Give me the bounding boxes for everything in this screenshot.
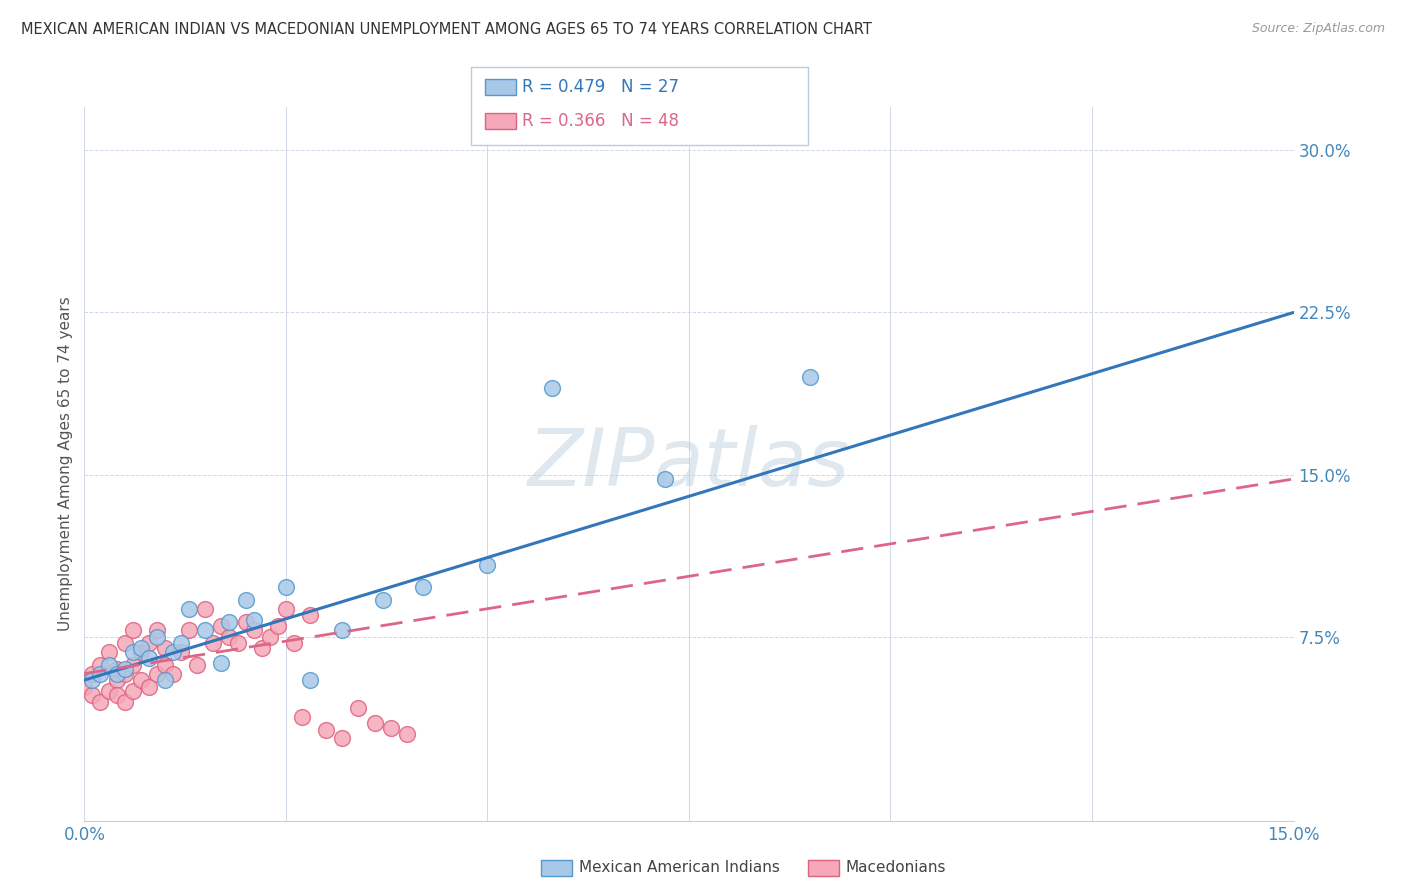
Point	[242, 613, 264, 627]
Text: Source: ZipAtlas.com: Source: ZipAtlas.com	[1251, 22, 1385, 36]
Point	[654, 472, 676, 486]
Point	[114, 636, 136, 650]
Text: MEXICAN AMERICAN INDIAN VS MACEDONIAN UNEMPLOYMENT AMONG AGES 65 TO 74 YEARS COR: MEXICAN AMERICAN INDIAN VS MACEDONIAN UN…	[21, 22, 872, 37]
Point	[274, 601, 297, 615]
Point	[105, 688, 128, 702]
Text: Mexican American Indians: Mexican American Indians	[579, 861, 780, 875]
Point	[146, 630, 169, 644]
Point	[330, 624, 353, 638]
Point	[89, 657, 111, 672]
Point	[259, 630, 281, 644]
Text: R = 0.366   N = 48: R = 0.366 N = 48	[522, 112, 679, 130]
Point	[89, 666, 111, 681]
Point	[242, 624, 264, 638]
Point	[121, 684, 143, 698]
Text: ZIPatlas: ZIPatlas	[527, 425, 851, 503]
Point	[82, 666, 104, 681]
Point	[121, 645, 143, 659]
Point	[299, 608, 322, 623]
Point	[179, 624, 201, 638]
Point	[347, 701, 370, 715]
Point	[129, 645, 152, 659]
Point	[363, 716, 385, 731]
Point	[541, 381, 564, 395]
Point	[283, 636, 305, 650]
Point	[97, 684, 120, 698]
Text: Macedonians: Macedonians	[845, 861, 945, 875]
Point	[153, 657, 176, 672]
Point	[226, 636, 249, 650]
Point	[330, 731, 353, 746]
Point	[412, 580, 434, 594]
Point	[477, 558, 499, 573]
Point	[97, 657, 120, 672]
Point	[186, 657, 208, 672]
Point	[73, 680, 96, 694]
Point	[138, 680, 160, 694]
Point	[162, 645, 184, 659]
Point	[82, 688, 104, 702]
Point	[291, 710, 314, 724]
Point	[250, 640, 273, 655]
Point	[274, 580, 297, 594]
Point	[799, 370, 821, 384]
Point	[380, 721, 402, 735]
Point	[105, 662, 128, 676]
Point	[209, 619, 232, 633]
Point	[395, 727, 418, 741]
Point	[114, 695, 136, 709]
Point	[371, 593, 394, 607]
Point	[299, 673, 322, 687]
Point	[153, 640, 176, 655]
Point	[194, 624, 217, 638]
Point	[153, 673, 176, 687]
Point	[179, 601, 201, 615]
Point	[267, 619, 290, 633]
Point	[121, 657, 143, 672]
Point	[235, 593, 257, 607]
Point	[89, 695, 111, 709]
Point	[202, 636, 225, 650]
Y-axis label: Unemployment Among Ages 65 to 74 years: Unemployment Among Ages 65 to 74 years	[58, 296, 73, 632]
Point	[162, 666, 184, 681]
Point	[129, 640, 152, 655]
Point	[97, 645, 120, 659]
Text: R = 0.479   N = 27: R = 0.479 N = 27	[522, 78, 679, 96]
Point	[170, 645, 193, 659]
Point	[209, 656, 232, 670]
Point	[218, 630, 240, 644]
Point	[138, 636, 160, 650]
Point	[138, 651, 160, 665]
Point	[129, 673, 152, 687]
Point	[194, 601, 217, 615]
Point	[235, 615, 257, 629]
Point	[114, 662, 136, 676]
Point	[146, 624, 169, 638]
Point	[105, 666, 128, 681]
Point	[218, 615, 240, 629]
Point	[105, 673, 128, 687]
Point	[146, 666, 169, 681]
Point	[121, 624, 143, 638]
Point	[315, 723, 337, 737]
Point	[170, 636, 193, 650]
Point	[82, 673, 104, 687]
Point	[114, 666, 136, 681]
